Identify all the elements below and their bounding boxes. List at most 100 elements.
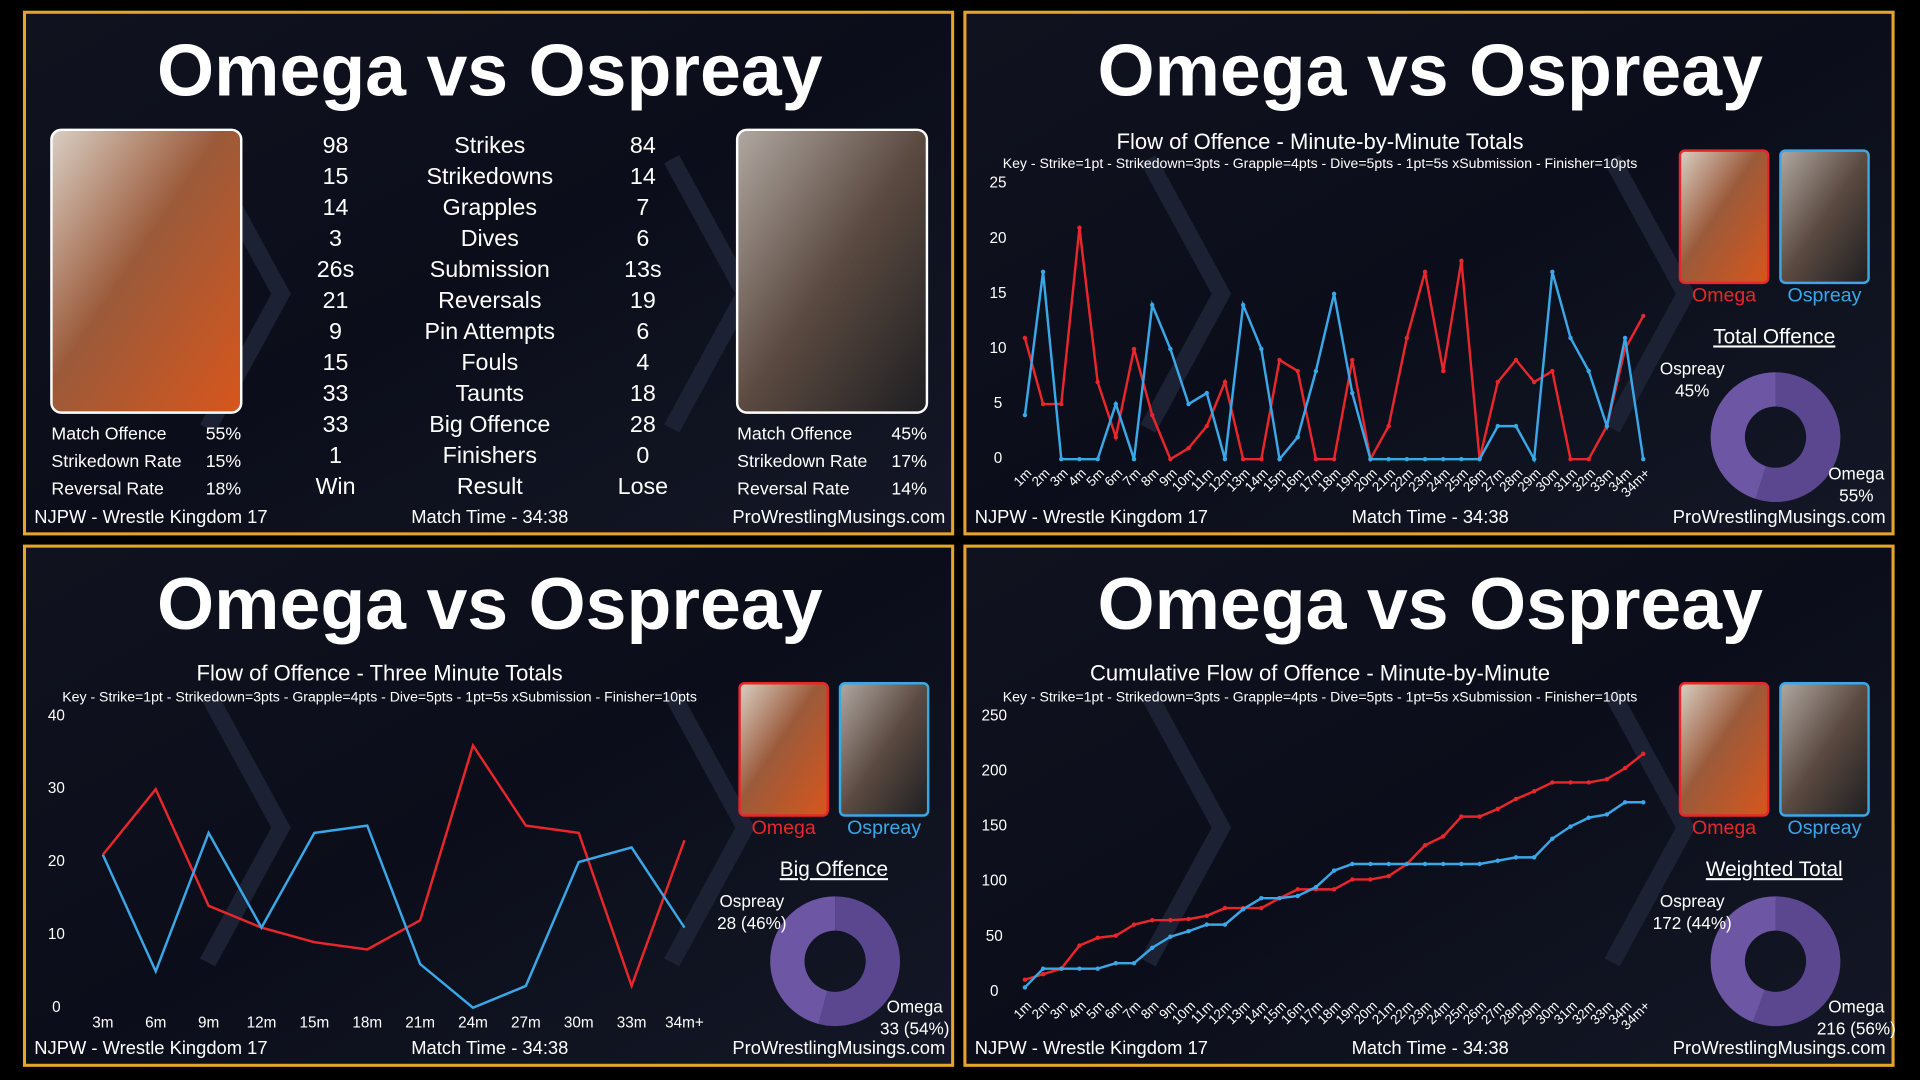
point [1586, 815, 1591, 820]
stat-cell: 33 [323, 411, 349, 437]
point [1259, 346, 1264, 352]
point [1350, 390, 1355, 396]
point [1531, 456, 1537, 462]
stat-cell: 15 [323, 163, 349, 189]
legend-photo [1779, 682, 1870, 817]
legend-label: Ospreay [1787, 284, 1861, 306]
point [1186, 929, 1191, 934]
x-tick-label: 6m [145, 1015, 166, 1032]
point [1495, 379, 1500, 385]
point [1422, 843, 1428, 848]
legend-photo [738, 682, 829, 817]
decor-chevron [200, 688, 291, 967]
pie-label: Omega [1828, 996, 1885, 1016]
stat-cell: 98 [323, 132, 349, 158]
pie-label: Ospreay [1660, 358, 1725, 378]
footer-center: Match Time - 34:38 [411, 1037, 568, 1058]
point [1113, 960, 1119, 966]
point [1513, 796, 1519, 802]
point [1422, 456, 1428, 462]
stat-cell: Taunts [456, 380, 525, 406]
y-tick-label: 0 [990, 983, 999, 1000]
x-tick-label: 9m [198, 1015, 219, 1032]
panel-title: Omega vs Ospreay [1097, 562, 1763, 645]
stat-cell: Strikes [454, 132, 525, 158]
pie-value-label: 172 (44%) [1653, 913, 1732, 933]
point [1259, 905, 1264, 911]
decor-chevron [1140, 155, 1232, 433]
y-tick-label: 250 [982, 707, 1008, 724]
footer-center: Match Time - 34:38 [1352, 1037, 1509, 1058]
point [1259, 895, 1264, 901]
legend-label: Omega [1692, 284, 1756, 306]
point [1240, 906, 1246, 912]
point [1295, 887, 1300, 892]
footer-right: ProWrestlingMusings.com [732, 506, 945, 527]
y-tick-label: 150 [982, 818, 1008, 835]
chart-title: Flow of Offence - Three Minute Totals [197, 661, 563, 686]
y-tick-label: 30 [48, 780, 65, 797]
panel-title: Omega vs Ospreay [1097, 28, 1763, 111]
point [1040, 972, 1046, 977]
panel-title: Omega vs Ospreay [157, 28, 823, 111]
stat-cell: Pin Attempts [425, 318, 556, 344]
point [1168, 456, 1173, 462]
point [1222, 905, 1228, 911]
point [1604, 423, 1610, 429]
stat-cell: 3 [329, 225, 342, 251]
footer-center: Match Time - 34:38 [411, 506, 568, 527]
x-tick-label: 3m [92, 1015, 113, 1032]
stat-cell: 21 [323, 287, 349, 313]
point [1386, 861, 1391, 867]
point [1150, 918, 1155, 923]
point [1295, 893, 1300, 899]
point [1131, 922, 1137, 927]
y-tick-label: 5 [994, 395, 1003, 412]
pie-value-label: 33 (54%) [880, 1018, 949, 1038]
stat-label: Strikedown Rate [737, 451, 867, 471]
point [1531, 379, 1537, 385]
x-tick-label: 21m [405, 1015, 435, 1032]
point [1240, 302, 1246, 308]
stat-cell: 14 [630, 163, 656, 189]
point [1186, 445, 1191, 451]
stat-cell: 4 [636, 349, 649, 375]
point [1568, 824, 1573, 829]
pie-value-label: 45% [1675, 380, 1709, 400]
point [1622, 335, 1628, 341]
stat-cell: Result [457, 473, 523, 499]
point [1604, 776, 1610, 782]
y-tick-label: 10 [48, 926, 65, 943]
point [1441, 834, 1446, 839]
y-tick-label: 40 [48, 707, 65, 724]
stat-cell: Reversals [438, 287, 541, 313]
legend-photo [1779, 149, 1870, 285]
point [1204, 913, 1209, 918]
point [1277, 456, 1282, 462]
point [1331, 868, 1337, 873]
footer-left: NJPW - Wrestle Kingdom 17 [975, 506, 1208, 527]
stat-cell: 84 [630, 132, 656, 158]
stat-cell: 14 [323, 194, 349, 220]
point [1368, 456, 1373, 462]
point [1586, 456, 1591, 462]
photo [735, 128, 929, 414]
point [1368, 877, 1373, 882]
pie-slice [1755, 372, 1841, 503]
point [1186, 401, 1191, 407]
stat-label: Reversal Rate [737, 478, 850, 498]
point [1459, 258, 1464, 264]
stat-value: 45% [891, 423, 927, 443]
point [1204, 390, 1209, 396]
point [1295, 434, 1300, 440]
stat-cell: 28 [630, 411, 656, 437]
y-tick-label: 200 [982, 762, 1008, 779]
y-tick-label: 10 [989, 340, 1006, 357]
point [1095, 966, 1100, 971]
x-tick-label: 12m [247, 1015, 277, 1032]
point [1622, 765, 1628, 771]
point [1513, 357, 1519, 363]
legend-label: Ospreay [1787, 817, 1861, 839]
point [1477, 814, 1482, 819]
